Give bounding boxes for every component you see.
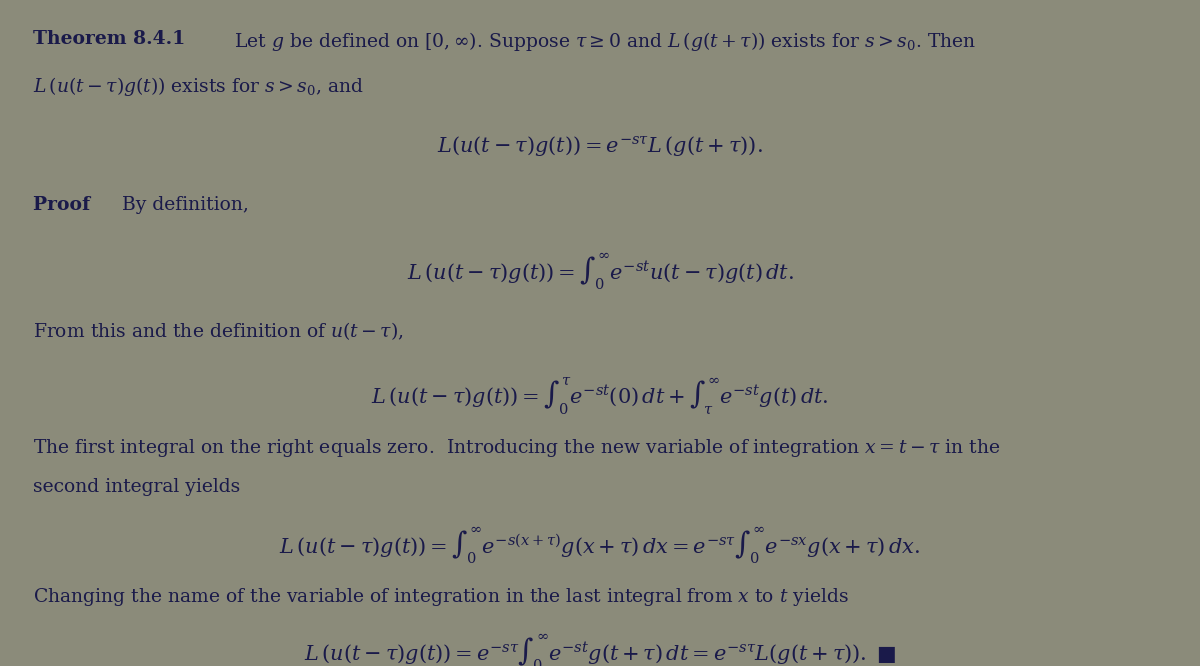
Text: Let $g$ be defined on $[0, \infty)$. Suppose $\tau \geq 0$ and $L\,(g(t+\tau))$ : Let $g$ be defined on $[0, \infty)$. Sup…: [234, 29, 977, 53]
Text: $L\,(u(t-\tau)g(t))$ exists for $s > s_0$, and: $L\,(u(t-\tau)g(t))$ exists for $s > s_0…: [34, 75, 364, 98]
Text: $L\,(u(t-\tau)g(t)) = \int_0^{\tau} e^{-st}(0)\,dt + \int_{\tau}^{\infty} e^{-st: $L\,(u(t-\tau)g(t)) = \int_0^{\tau} e^{-…: [371, 376, 829, 417]
Text: $L\,(u(t-\tau)g(t)) = e^{-s\tau}\int_0^{\infty} e^{-st}g(t+\tau)\,dt = e^{-s\tau: $L\,(u(t-\tau)g(t)) = e^{-s\tau}\int_0^{…: [304, 632, 896, 666]
Text: Theorem 8.4.1: Theorem 8.4.1: [34, 29, 192, 47]
Text: The first integral on the right equals zero.  Introducing the new variable of in: The first integral on the right equals z…: [34, 438, 1001, 460]
Text: $L\,(u(t-\tau)g(t)) = \int_0^{\infty} e^{-st}u(t-\tau)g(t)\,dt.$: $L\,(u(t-\tau)g(t)) = \int_0^{\infty} e^…: [407, 251, 793, 292]
Text: By definition,: By definition,: [122, 196, 248, 214]
Text: $L\,(u(t-\tau)g(t)) = \int_0^{\infty} e^{-s(x+\tau)}g(x+\tau)\,dx = e^{-s\tau}\i: $L\,(u(t-\tau)g(t)) = \int_0^{\infty} e^…: [280, 525, 920, 566]
Text: From this and the definition of $u(t-\tau)$,: From this and the definition of $u(t-\ta…: [34, 320, 404, 342]
Text: Proof: Proof: [34, 196, 103, 214]
Text: $L(u(t-\tau)g(t)) = e^{-s\tau}L\,(g(t+\tau)).$: $L(u(t-\tau)g(t)) = e^{-s\tau}L\,(g(t+\t…: [437, 134, 763, 158]
Text: Changing the name of the variable of integration in the last integral from $x$ t: Changing the name of the variable of int…: [34, 586, 850, 608]
Text: second integral yields: second integral yields: [34, 478, 240, 496]
